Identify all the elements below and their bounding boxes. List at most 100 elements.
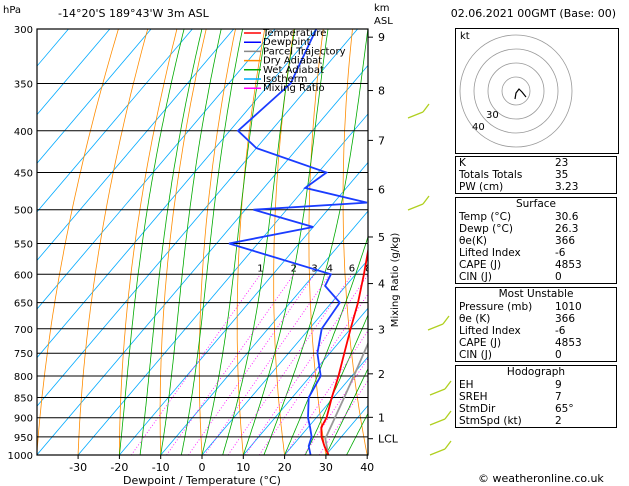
height-tick-label: 3 — [378, 323, 385, 336]
isotherm-line — [37, 64, 368, 455]
isotherm-line — [37, 29, 193, 213]
pressure-tick-label: 750 — [14, 349, 33, 360]
isotherm-line — [160, 210, 368, 455]
plot-area: 1 2 3 4 6 8 10 15 20 25 — [37, 29, 450, 455]
indices-table: K 23 Totals Totals 35 PW (cm) 3.23 — [456, 157, 616, 193]
temperature-tick-label: 20 — [278, 461, 292, 474]
index-value: 35 — [555, 169, 569, 181]
location-title: -14°20'S 189°43'W 3m ASL — [58, 7, 210, 20]
hodograph-row: EH 9 — [456, 379, 616, 391]
surface-label: Lifted Index — [459, 247, 521, 259]
wind-barb — [427, 315, 450, 331]
hodograph-box: Hodograph EH 9 SREH 7 StmDir 65° StmSpd (kt) 2 — [455, 365, 617, 428]
surface-row: CIN (J) 0 — [456, 271, 616, 283]
most-unstable-value: 4853 — [555, 337, 582, 349]
mixing-ratio-label: 20 — [417, 263, 430, 274]
most-unstable-label: Lifted Index — [459, 325, 521, 337]
hodograph-ring — [473, 48, 559, 134]
temperature-tick-label: -10 — [152, 461, 170, 474]
most-unstable-label: CAPE (J) — [459, 337, 502, 349]
hodograph-table: EH 9 SREH 7 StmDir 65° StmSpd (kt) 2 — [456, 379, 616, 427]
pressure-tick-label: 500 — [14, 206, 33, 217]
hodograph-value: 2 — [555, 415, 562, 427]
mixing-ratio-line — [303, 357, 368, 455]
hodograph-label: EH — [459, 379, 474, 391]
most-unstable-value: -6 — [555, 325, 566, 337]
hodograph-unit-label: kt — [460, 31, 470, 42]
hodograph-title: Hodograph — [506, 366, 566, 378]
wet-adiabat-line — [325, 367, 368, 455]
height-tick-label: 9 — [378, 31, 385, 44]
most-unstable-label: CIN (J) — [459, 349, 492, 361]
most-unstable-row: CIN (J) 0 — [456, 349, 616, 361]
surface-row: Temp (°C) 30.6 — [456, 211, 616, 223]
hodograph-trace — [514, 88, 527, 100]
dewpoint-profile — [228, 29, 368, 455]
isotherm-line — [37, 29, 69, 67]
surface-value: 30.6 — [555, 211, 579, 223]
height-ref-label: ASL — [374, 16, 393, 27]
index-label: K — [459, 157, 466, 169]
mixing-ratio-line — [227, 274, 353, 455]
isotherm-line — [37, 29, 276, 310]
legend-label: Wet Adiabat — [263, 65, 324, 76]
isotherm-line — [242, 307, 368, 455]
pressure-tick-label: 450 — [14, 168, 33, 179]
pressure-unit-label: hPa — [3, 5, 21, 16]
mixing-ratio-label: 1 — [257, 263, 263, 274]
legend-label: Parcel Trajectory — [263, 46, 346, 57]
index-label: PW (cm) — [459, 181, 504, 193]
most-unstable-row: CAPE (J) 4853 — [456, 337, 616, 349]
temperature-profile — [320, 246, 368, 455]
most-unstable-row: Lifted Index -6 — [456, 325, 616, 337]
hodograph-ring — [459, 34, 573, 148]
hodograph-ring-label: 40 — [472, 122, 485, 133]
isotherm-line — [284, 356, 368, 455]
legend-label: Mixing Ratio — [263, 83, 325, 94]
height-unit-label: km — [374, 3, 390, 14]
datetime-title: 02.06.2021 00GMT (Base: 00) — [451, 7, 616, 20]
pressure-tick-label: 800 — [14, 372, 33, 383]
pressure-tick-label: 600 — [14, 270, 33, 281]
most-unstable-title: Most Unstable — [498, 288, 574, 300]
surface-row: θe(K) 366 — [456, 235, 616, 247]
hodograph-label: StmSpd (kt) — [459, 415, 522, 427]
hodograph-panel: kt 40 30 — [455, 28, 619, 154]
dry-adiabat-line — [408, 29, 450, 455]
height-tick-label: 6 — [378, 183, 385, 196]
indices-box: K 23 Totals Totals 35 PW (cm) 3.23 — [455, 156, 617, 194]
index-row: Totals Totals 35 — [456, 169, 616, 181]
temperature-tick-label: -20 — [110, 461, 128, 474]
mixing-ratio-line — [166, 274, 295, 455]
surface-box: Surface Temp (°C) 30.6 Dewp (°C) 26.3 θe(K) 3… — [455, 197, 617, 284]
dry-adiabat-line — [37, 29, 119, 455]
surface-label: CIN (J) — [459, 271, 492, 283]
temperature-tick-label: 10 — [236, 461, 250, 474]
mixing-ratio-line — [130, 274, 261, 455]
surface-value: 366 — [555, 235, 576, 247]
hodograph-ring — [487, 62, 545, 120]
most-unstable-value: 366 — [555, 313, 576, 325]
temperature-tick-label: 40 — [360, 461, 374, 474]
surface-row: Lifted Index -6 — [456, 247, 616, 259]
hodograph-ring-label: 30 — [486, 110, 499, 121]
surface-label: θe(K) — [459, 235, 487, 247]
mixing-ratio-label: 6 — [349, 263, 355, 274]
mixing-ratio-line — [318, 379, 368, 455]
height-tick-label: 7 — [378, 134, 385, 147]
height-tick-label: LCL — [378, 433, 399, 446]
pressure-tick-label: 900 — [14, 414, 33, 425]
dry-adiabat-line — [77, 29, 149, 455]
most-unstable-value: 1010 — [555, 301, 582, 313]
temperature-tick-label: 0 — [199, 461, 206, 474]
wind-barb — [429, 410, 452, 426]
hodograph-row: StmSpd (kt) 2 — [456, 415, 616, 427]
hodograph-ring — [501, 76, 531, 106]
wind-barb — [407, 195, 430, 211]
mixing-ratio-label: 2 — [291, 263, 297, 274]
pressure-tick-label: 700 — [14, 325, 33, 336]
hodograph-value: 65° — [555, 403, 574, 415]
legend-label: Dewpoint — [263, 37, 311, 48]
most-unstable-row: θe (K) 366 — [456, 313, 616, 325]
temperature-tick-label: 30 — [319, 461, 333, 474]
